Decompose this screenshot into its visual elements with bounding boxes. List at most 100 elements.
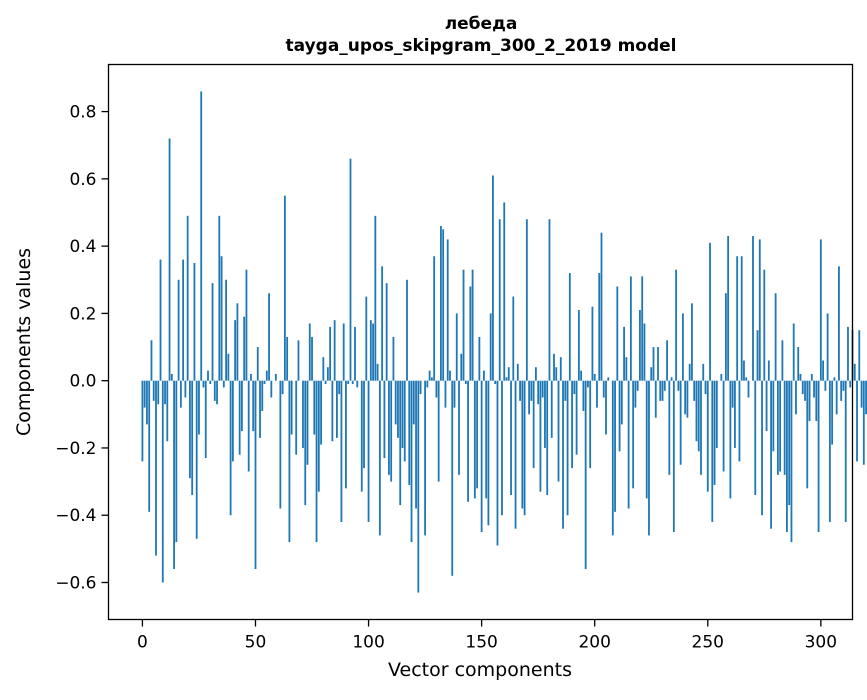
bar-component-127 [429, 371, 431, 381]
bar-component-119 [411, 381, 413, 542]
bar-component-159 [501, 381, 503, 516]
bar-component-114 [399, 381, 401, 505]
bar-component-81 [325, 381, 327, 384]
x-tick-label: 150 [465, 633, 497, 653]
bar-component-199 [592, 307, 594, 381]
bar-component-237 [677, 381, 679, 391]
bar-component-126 [426, 381, 428, 388]
bar-component-218 [635, 381, 637, 408]
bar-component-311 [845, 381, 847, 522]
bar-component-39 [230, 381, 232, 516]
bar-component-2 [146, 381, 148, 425]
bar-component-0 [142, 381, 144, 462]
bar-component-245 [696, 381, 698, 442]
bar-component-162 [508, 367, 510, 380]
bar-component-307 [836, 381, 838, 415]
bar-component-277 [768, 361, 770, 381]
bar-component-47 [248, 381, 250, 472]
bar-component-27 [203, 381, 205, 388]
bar-component-129 [433, 256, 435, 380]
bar-component-97 [361, 381, 363, 492]
bar-component-160 [503, 202, 505, 380]
bar-component-316 [856, 381, 858, 462]
bar-component-148 [476, 381, 478, 489]
bar-component-171 [528, 381, 530, 415]
bar-component-267 [745, 377, 747, 380]
bar-component-241 [687, 381, 689, 418]
bar-component-214 [625, 357, 627, 381]
y-tick-label: −0.6 [55, 574, 96, 594]
bar-component-116 [404, 381, 406, 462]
bar-component-76 [313, 381, 315, 435]
bar-component-37 [225, 280, 227, 381]
bar-component-163 [510, 381, 512, 495]
bar-component-233 [668, 381, 670, 475]
bar-component-200 [594, 374, 596, 381]
bar-component-193 [578, 310, 580, 381]
bar-component-51 [257, 347, 259, 381]
chart-title: лебеда [445, 14, 518, 34]
bar-component-295 [809, 381, 811, 421]
bar-component-115 [402, 381, 404, 448]
bar-component-68 [295, 381, 297, 455]
bar-component-131 [438, 381, 440, 482]
bar-component-177 [542, 381, 544, 398]
bar-component-276 [766, 381, 768, 431]
bar-component-222 [644, 324, 646, 381]
bar-component-5 [153, 381, 155, 401]
x-tick-label: 200 [578, 633, 610, 653]
y-tick-label: 0.6 [69, 170, 96, 190]
bar-component-144 [467, 381, 469, 502]
bar-component-182 [553, 354, 555, 381]
bar-component-212 [621, 381, 623, 425]
bar-component-72 [304, 381, 306, 505]
bar-component-106 [381, 266, 383, 380]
bar-component-22 [191, 381, 193, 495]
bar-component-143 [465, 381, 467, 384]
bar-component-286 [788, 381, 790, 505]
y-tick-label: −0.4 [55, 506, 96, 526]
bar-component-151 [483, 371, 485, 381]
bar-component-18 [182, 260, 184, 381]
bar-component-238 [680, 381, 682, 465]
bar-component-99 [365, 297, 367, 381]
bar-component-155 [492, 176, 494, 381]
bar-component-101 [370, 320, 372, 381]
bar-component-147 [474, 381, 476, 499]
bar-component-137 [451, 381, 453, 576]
bar-component-303 [827, 313, 829, 380]
bar-component-248 [702, 364, 704, 381]
bar-component-164 [512, 297, 514, 381]
bar-component-309 [840, 381, 842, 401]
bar-component-62 [282, 381, 284, 394]
bar-component-141 [460, 354, 462, 381]
bar-component-153 [488, 381, 490, 526]
bar-component-305 [831, 381, 833, 445]
bar-component-108 [386, 283, 388, 381]
bar-component-318 [861, 381, 863, 408]
bar-component-146 [472, 270, 474, 381]
bar-component-192 [576, 381, 578, 455]
bar-component-111 [393, 337, 395, 381]
bar-component-136 [449, 371, 451, 381]
bar-component-36 [223, 381, 225, 388]
bar-component-166 [517, 364, 519, 381]
bar-component-306 [834, 377, 836, 380]
bar-component-266 [743, 361, 745, 381]
bar-component-228 [657, 347, 659, 381]
bar-component-300 [820, 239, 822, 380]
x-tick-label: 0 [137, 633, 148, 653]
bar-component-220 [639, 310, 641, 381]
bar-component-232 [666, 340, 668, 380]
bar-component-274 [761, 381, 763, 516]
bar-component-112 [395, 381, 397, 425]
bar-component-25 [198, 381, 200, 435]
bar-component-296 [811, 374, 813, 381]
bar-component-31 [212, 283, 214, 381]
bar-component-17 [180, 381, 182, 408]
bar-component-310 [843, 381, 845, 391]
bar-component-261 [732, 381, 734, 408]
bar-component-4 [151, 340, 153, 380]
